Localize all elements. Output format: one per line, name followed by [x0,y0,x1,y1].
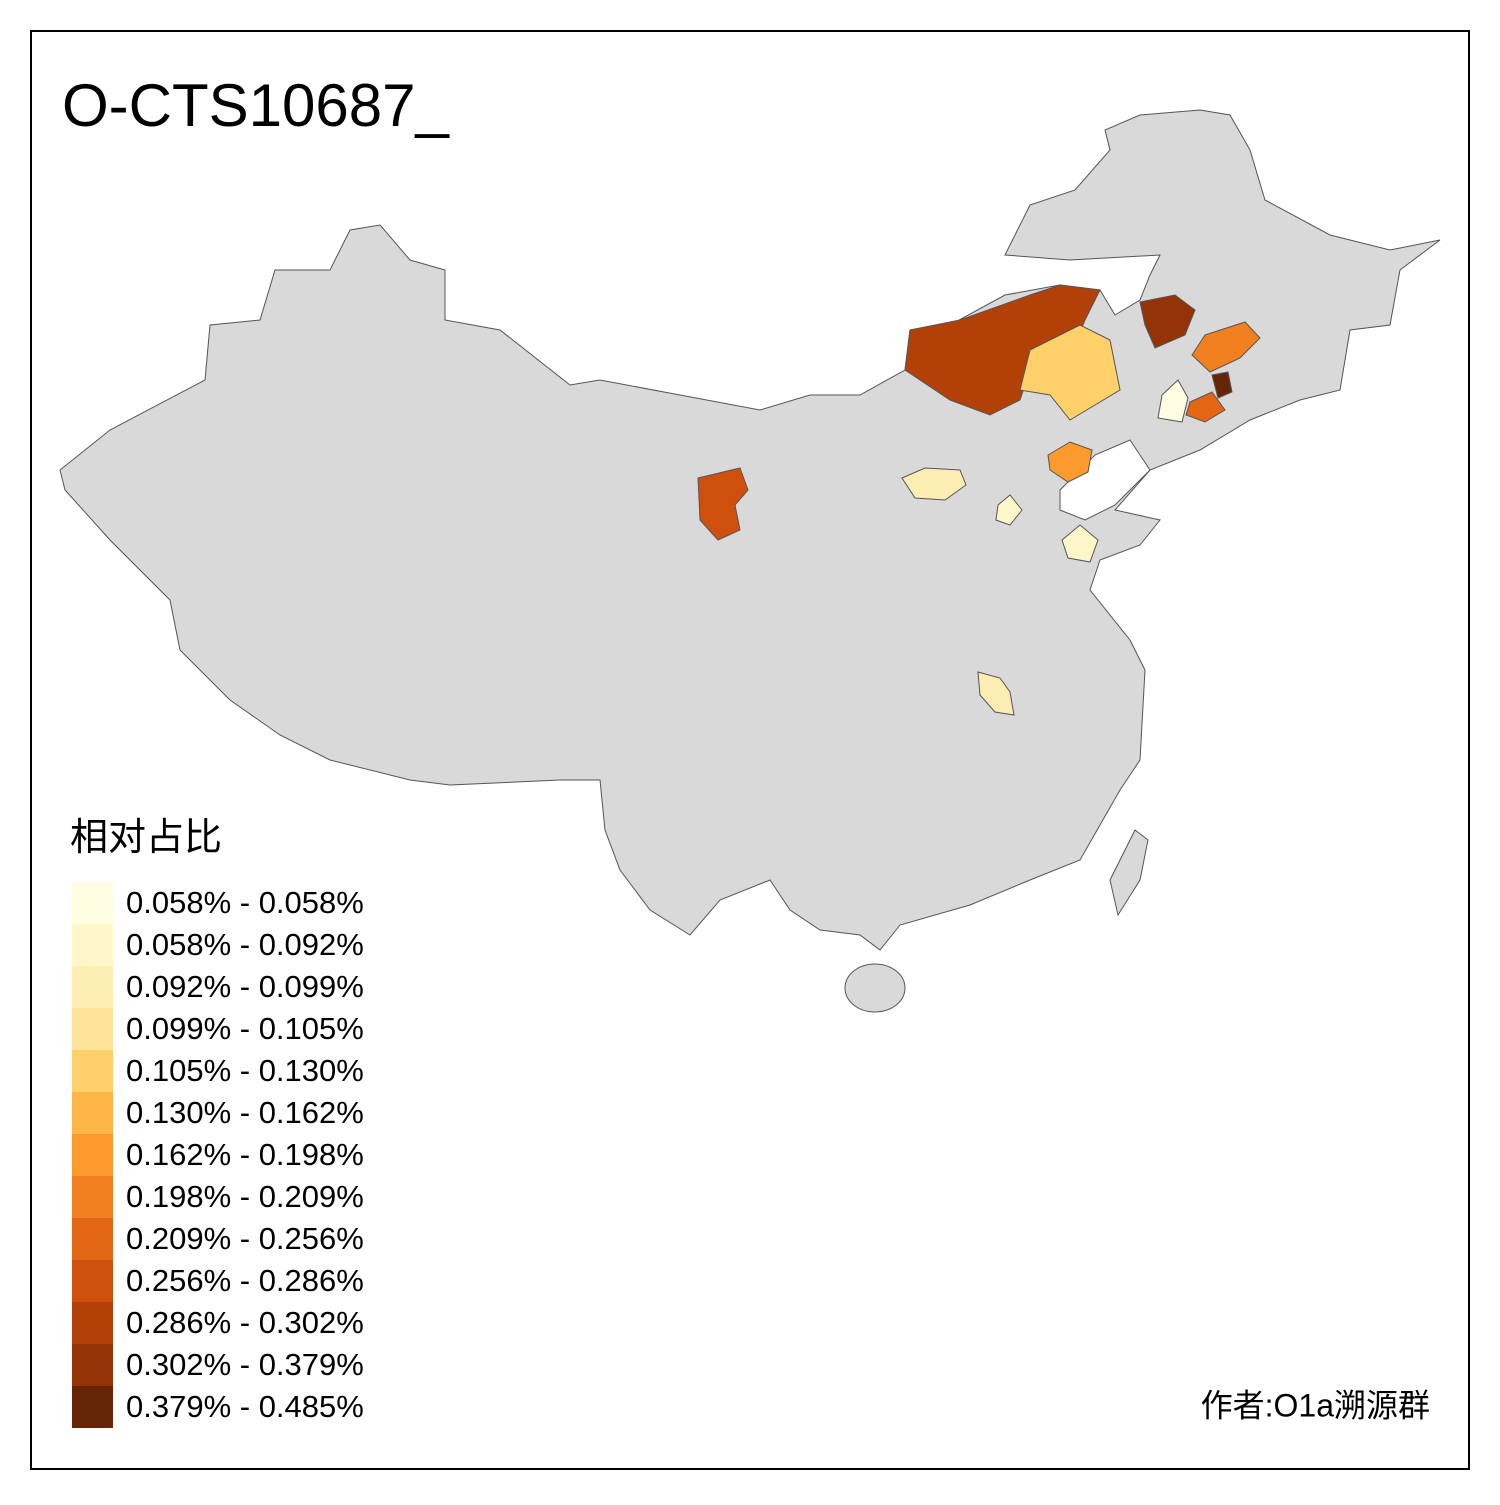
region [977,671,1015,716]
legend-label: 0.198% - 0.209% [126,1179,364,1214]
legend-label: 0.256% - 0.286% [126,1263,364,1298]
map-title: O-CTS10687_ [62,72,450,139]
region [901,467,967,501]
region [1185,391,1226,423]
bohai-sea [1059,439,1151,521]
legend-swatch [72,1008,113,1050]
legend-label: 0.302% - 0.379% [126,1347,364,1382]
shaded-regions [697,284,1261,716]
region [1211,371,1233,399]
legend-label: 0.058% - 0.092% [126,927,364,962]
legend-label: 0.162% - 0.198% [126,1137,364,1172]
legend-label: 0.058% - 0.058% [126,885,364,920]
legend-swatch [72,1218,113,1260]
region [1139,294,1196,349]
legend-swatch [72,1344,113,1386]
legend: 0.058% - 0.058% 0.058% - 0.092% 0.092% - 0… [72,882,364,1428]
legend-swatch [72,1302,113,1344]
legend-label: 0.099% - 0.105% [126,1011,364,1046]
legend-swatch [72,1050,113,1092]
legend-swatch [72,1092,113,1134]
author-credit: 作者:O1a溯源群 [1201,1387,1430,1423]
legend-label: 0.130% - 0.162% [126,1095,364,1130]
island [1109,829,1149,917]
legend-swatch [72,1386,113,1428]
island [844,963,906,1013]
region [1191,321,1261,373]
legend-swatch [72,924,113,966]
country-outline [59,109,1441,951]
basemap [59,109,1441,1013]
legend-label: 0.209% - 0.256% [126,1221,364,1256]
legend-label: 0.379% - 0.485% [126,1389,364,1424]
legend-label: 0.092% - 0.099% [126,969,364,1004]
legend-swatch [72,1260,113,1302]
legend-swatch [72,882,113,924]
region [995,494,1023,526]
legend-swatch [72,1134,113,1176]
region [1157,379,1189,423]
region [1061,524,1099,563]
legend-swatch [72,1176,113,1218]
region [1019,324,1121,421]
region [1047,441,1093,483]
legend-label: 0.286% - 0.302% [126,1305,364,1340]
legend-swatch [72,966,113,1008]
legend-title: 相对占比 [70,817,222,859]
region [697,467,749,541]
legend-label: 0.105% - 0.130% [126,1053,364,1088]
